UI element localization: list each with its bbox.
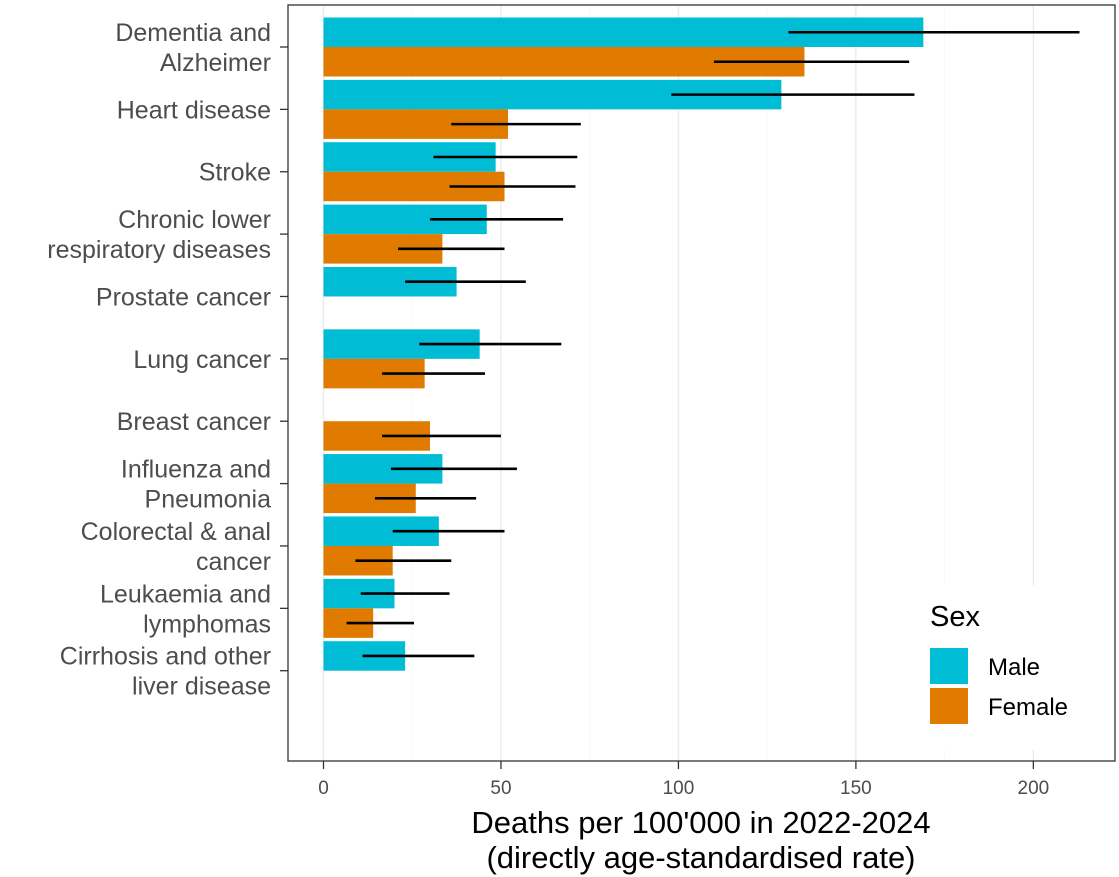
x-tick-label-100: 100 <box>663 778 695 799</box>
y-tick-label-stroke-line-1: Stroke <box>199 159 271 187</box>
y-tick-label-influenza-and-pneumonia-line-2: Pneumonia <box>145 486 272 514</box>
y-tick-label-colorectal-anal-cancer-line-1: Colorectal & anal <box>81 518 271 546</box>
x-tick-label-50: 50 <box>490 778 511 799</box>
x-tick-label-0: 0 <box>318 778 329 799</box>
x-axis: 0 50 100 150 200 <box>318 761 1049 799</box>
y-tick-label-chronic-lower-respiratory-diseases-line-2: respiratory diseases <box>47 236 271 264</box>
y-tick-label-dementia-and-alzheimer-line-2: Alzheimer <box>160 49 271 77</box>
legend-title: Sex <box>930 601 980 633</box>
y-tick-label-prostate-cancer-line-1: Prostate cancer <box>96 283 271 311</box>
legend-key-male <box>930 648 968 684</box>
y-tick-label-cirrhosis-and-other-liver-disease-line-1: Cirrhosis and other <box>60 643 271 671</box>
legend-key-female <box>930 688 968 724</box>
y-tick-label-chronic-lower-respiratory-diseases-line-1: Chronic lower <box>118 206 271 234</box>
errorbar-layer <box>346 30 1080 658</box>
x-tick-label-200: 200 <box>1018 778 1050 799</box>
legend-label-female: Female <box>988 694 1068 721</box>
plot-panel-border <box>287 4 1116 762</box>
y-tick-label-leukaemia-and-lymphomas-line-1: Leukaemia and <box>100 580 271 608</box>
y-tick-label-colorectal-anal-cancer-line-2: cancer <box>196 548 271 576</box>
y-tick-label-leukaemia-and-lymphomas-line-2: lymphomas <box>143 610 271 638</box>
y-tick-label-breast-cancer-line-1: Breast cancer <box>117 408 271 436</box>
y-tick-label-lung-cancer-line-1: Lung cancer <box>133 346 271 374</box>
legend-label-male: Male <box>988 654 1040 681</box>
x-axis-title-line-1: Deaths per 100'000 in 2022-2024 <box>471 805 930 840</box>
y-tick-label-influenza-and-pneumonia-line-1: Influenza and <box>121 456 271 484</box>
x-tick-label-150: 150 <box>840 778 872 799</box>
x-axis-title-line-2: (directly age-standardised rate) <box>486 840 915 875</box>
y-tick-label-dementia-and-alzheimer-line-1: Dementia and <box>115 19 271 47</box>
y-tick-label-cirrhosis-and-other-liver-disease-line-2: liver disease <box>132 673 271 701</box>
y-tick-label-heart-disease-line-1: Heart disease <box>117 96 271 124</box>
legend: Sex Male Female <box>905 585 1105 750</box>
